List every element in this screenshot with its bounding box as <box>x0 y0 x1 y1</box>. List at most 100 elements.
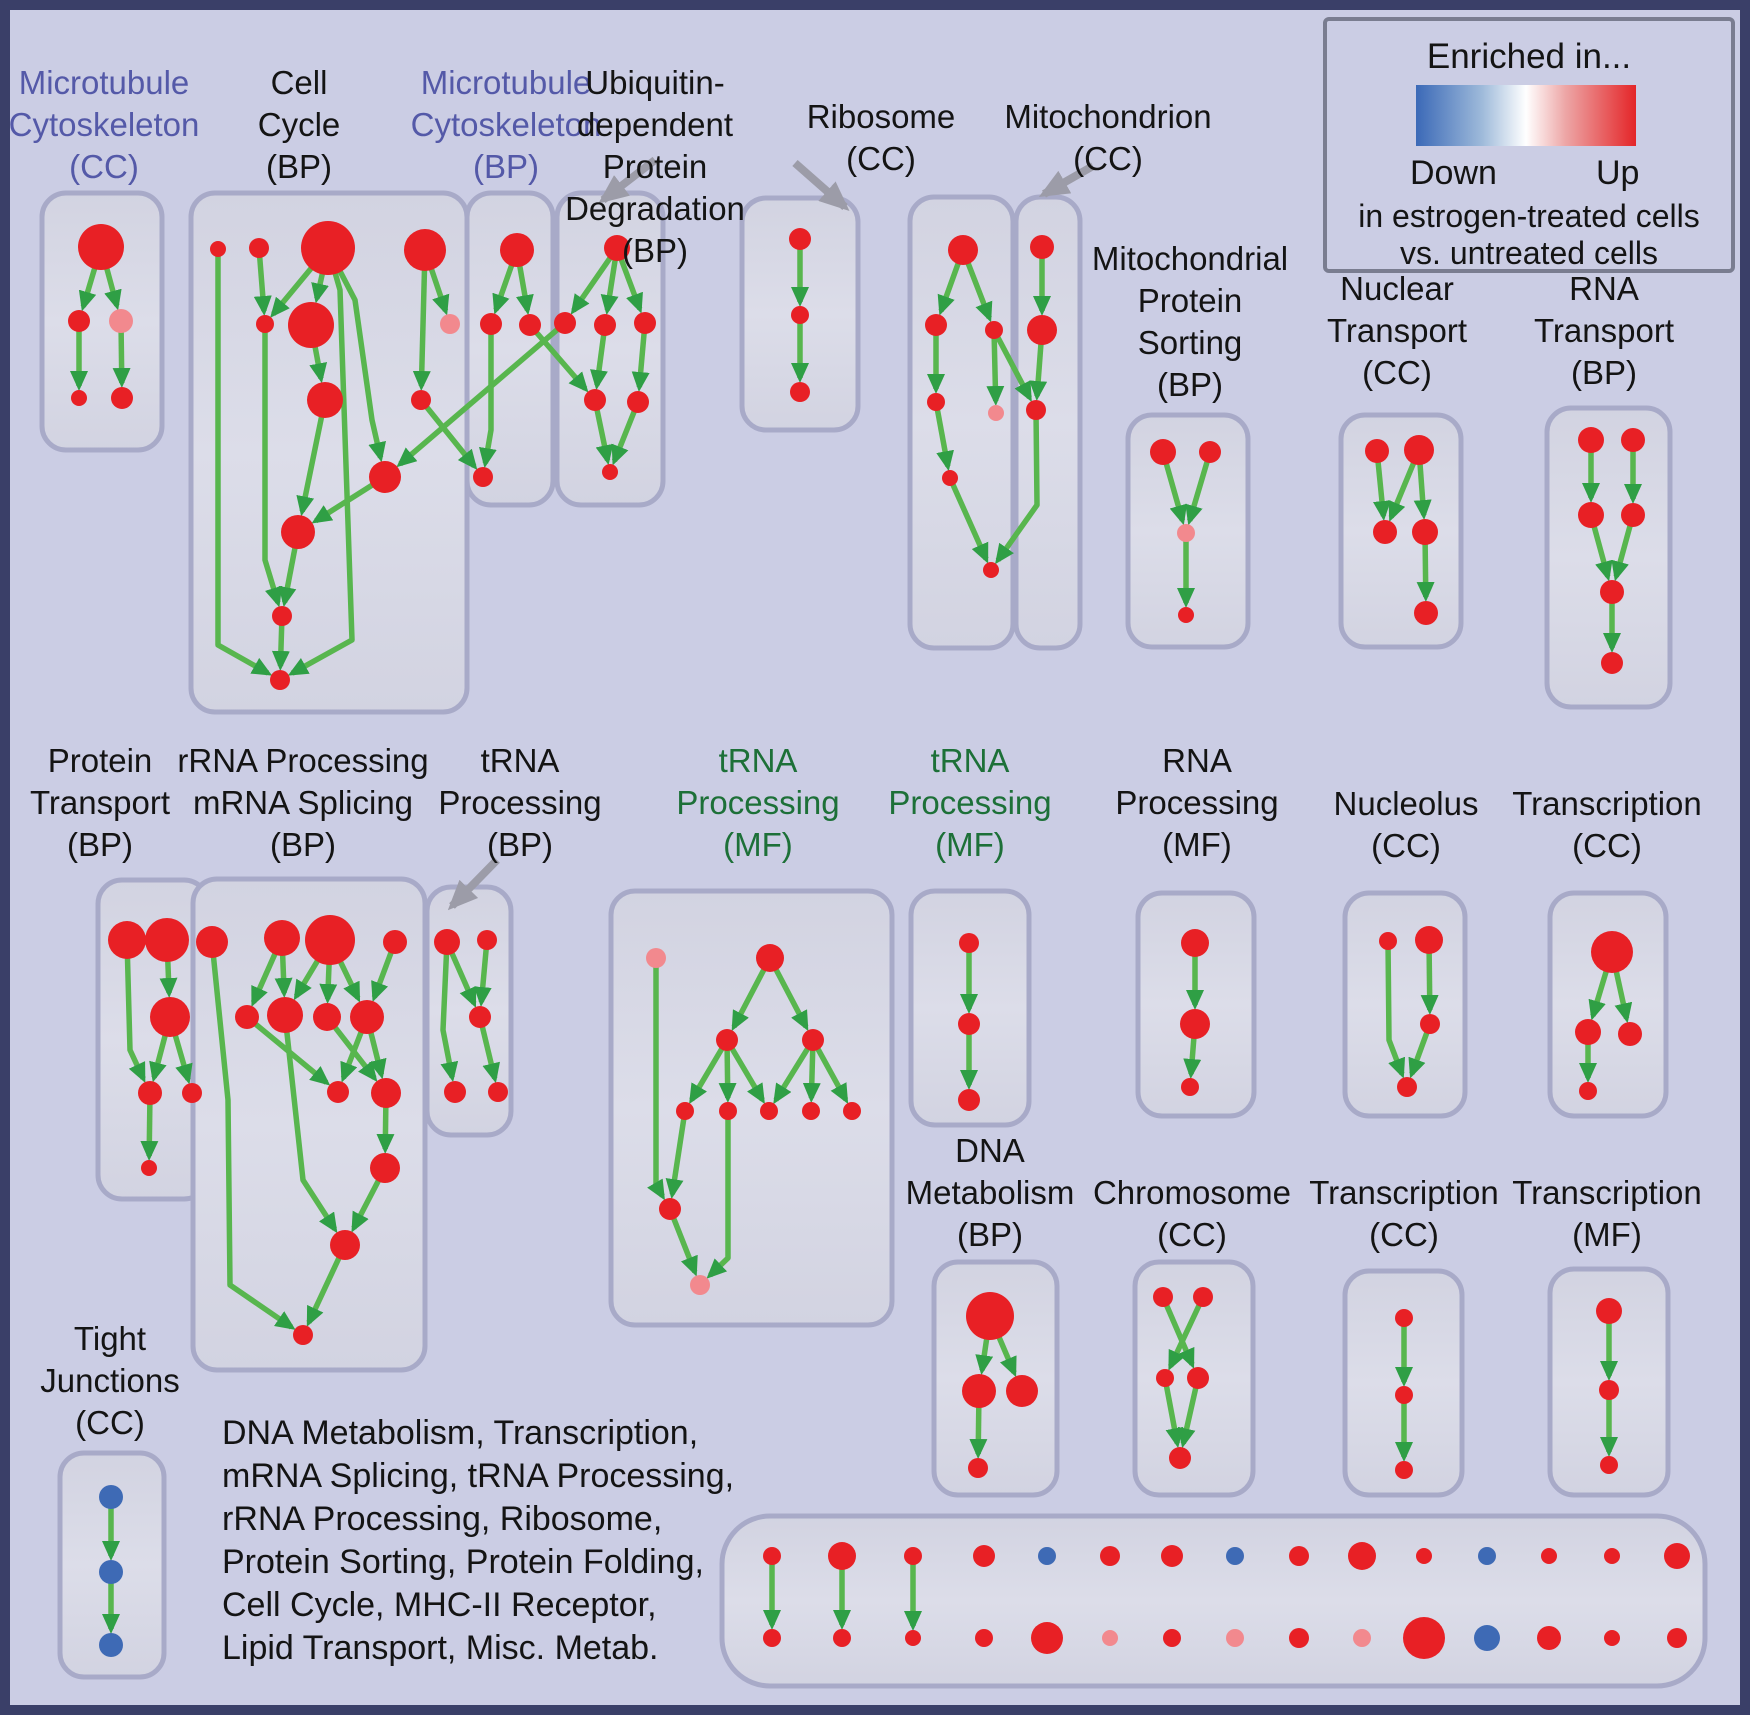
go-term-node-t1 <box>434 929 460 955</box>
go-term-node-hh1 <box>1395 1309 1413 1327</box>
cluster-label-rrna-mrna: rRNA Processing mRNA Splicing (BP) <box>177 742 429 863</box>
go-term-node-q4 <box>383 930 407 954</box>
edge-arrow <box>647 958 665 1201</box>
go-term-node-s10t <box>1348 1542 1376 1570</box>
go-term-node-s3b <box>905 1630 921 1646</box>
go-term-node-c5 <box>1169 1447 1191 1469</box>
edge-arrow <box>296 399 328 517</box>
go-term-node-nt4 <box>1412 519 1438 545</box>
cluster-label-rna-transport: RNA Transport (BP) <box>1534 270 1674 391</box>
go-term-node-s5t <box>1038 1547 1056 1565</box>
go-term-node-y4 <box>1397 1077 1417 1097</box>
go-term-node-u6 <box>627 391 649 413</box>
edge-arrow <box>947 476 989 564</box>
go-term-node-ms1 <box>1150 439 1176 465</box>
go-term-node-qm4 <box>330 1230 360 1260</box>
cluster-box-transcription-cc-2 <box>1547 890 1669 1119</box>
go-term-node-m1 <box>500 233 534 267</box>
cluster-label-ribosome: Ribosome (CC) <box>806 98 956 177</box>
go-term-node-k1 <box>78 224 124 270</box>
edge-arrow <box>262 324 283 608</box>
cluster-label-ubiquitin: Ubiquitin- dependent Protein Degradation… <box>565 64 745 269</box>
go-term-node-nt5 <box>1414 601 1438 625</box>
go-term-node-i3 <box>1600 1456 1618 1474</box>
go-term-node-q2 <box>264 920 300 956</box>
go-term-node-rt5 <box>1600 580 1624 604</box>
go-term-node-rt1 <box>1578 427 1604 453</box>
go-term-node-cc6 <box>288 302 334 348</box>
go-term-node-tj3 <box>99 1633 123 1657</box>
go-term-node-rd <box>927 393 945 411</box>
go-term-node-s2t <box>828 1542 856 1570</box>
go-term-node-rc <box>985 321 1003 339</box>
go-term-node-cc7 <box>307 382 343 418</box>
go-term-node-wp <box>646 948 666 968</box>
go-term-node-cc3 <box>301 221 355 275</box>
edge-arrow <box>724 1038 765 1105</box>
go-term-node-qm3 <box>370 1153 400 1183</box>
cluster-label-nuclear-transport: Nuclear Transport (CC) <box>1327 270 1467 391</box>
go-term-node-wb <box>719 1102 737 1120</box>
go-term-node-s1t <box>763 1547 781 1565</box>
edge-arrow <box>473 939 492 1008</box>
go-term-node-c2 <box>1193 1287 1213 1307</box>
go-term-node-c1 <box>1153 1287 1173 1307</box>
edge-arrow <box>665 1110 688 1200</box>
go-term-node-u7 <box>602 464 618 480</box>
cluster-label-mitochondrion: Mitochondrion (CC) <box>1004 98 1212 177</box>
label-pointer-arrow-icon <box>447 857 500 911</box>
go-term-node-rt2 <box>1621 428 1645 452</box>
go-term-node-m4 <box>473 467 493 487</box>
go-term-node-y2 <box>1415 926 1443 954</box>
go-term-node-v2 <box>958 1013 980 1035</box>
go-term-node-t2 <box>477 930 497 950</box>
go-term-node-rt4 <box>1621 503 1645 527</box>
go-term-node-s7t <box>1161 1545 1183 1567</box>
go-term-node-q5 <box>235 1005 259 1029</box>
cluster-label-protein-transport: Protein Transport (BP) <box>30 742 170 863</box>
cluster-label-mito-sorting: Mitochondrial Protein Sorting (BP) <box>1091 240 1289 403</box>
go-term-node-k5 <box>111 387 133 409</box>
go-term-node-s9t <box>1289 1546 1309 1566</box>
go-term-node-wd <box>802 1102 820 1120</box>
cluster-box-trna-mf-big <box>608 888 895 1328</box>
legend-up-label: Up <box>1596 154 1640 192</box>
edge-arrow <box>1160 1295 1195 1369</box>
go-term-node-cc9 <box>369 461 401 493</box>
edge-arrow <box>991 328 1032 403</box>
go-term-node-ra <box>948 235 978 265</box>
go-term-node-nt2 <box>1404 435 1434 465</box>
go-term-node-y1 <box>1379 932 1397 950</box>
cluster-box-mitochondrion <box>1013 194 1083 651</box>
go-term-node-k2 <box>68 310 90 332</box>
go-term-node-tj2 <box>99 1560 123 1584</box>
go-term-node-cc8 <box>411 390 431 410</box>
go-term-node-c4 <box>1187 1367 1209 1389</box>
go-term-node-z1 <box>1591 931 1633 973</box>
go-term-node-cc2 <box>249 238 269 258</box>
go-term-node-wf <box>659 1198 681 1220</box>
cluster-label-trna-mf-1: tRNA Processing (MF) <box>676 742 840 863</box>
go-term-node-s11t <box>1416 1548 1432 1564</box>
go-term-node-cc10 <box>281 515 315 549</box>
go-term-node-s14t <box>1604 1548 1620 1564</box>
legend-title: Enriched in... <box>1426 37 1632 76</box>
go-term-node-ub3 <box>790 382 810 402</box>
edge-arrow <box>689 1038 730 1105</box>
go-term-node-q6 <box>267 997 303 1033</box>
legend-box: Enriched in... Down Up in estrogen-treat… <box>1323 17 1735 273</box>
go-term-node-s10b <box>1353 1629 1371 1647</box>
label-pointer-arrow-icon <box>792 159 850 211</box>
go-term-node-cc4 <box>404 229 446 271</box>
go-term-node-wa <box>676 1102 694 1120</box>
go-term-node-qm1 <box>327 1081 349 1103</box>
go-term-node-s13t <box>1541 1548 1557 1564</box>
go-term-node-z2 <box>1575 1019 1601 1045</box>
go-term-node-q1 <box>196 926 228 958</box>
go-term-node-s12b <box>1474 1625 1500 1651</box>
go-term-node-m3 <box>519 314 541 336</box>
go-term-node-h1 <box>1030 235 1054 259</box>
go-term-node-wr <box>802 1029 824 1051</box>
go-term-node-m2 <box>480 313 502 335</box>
